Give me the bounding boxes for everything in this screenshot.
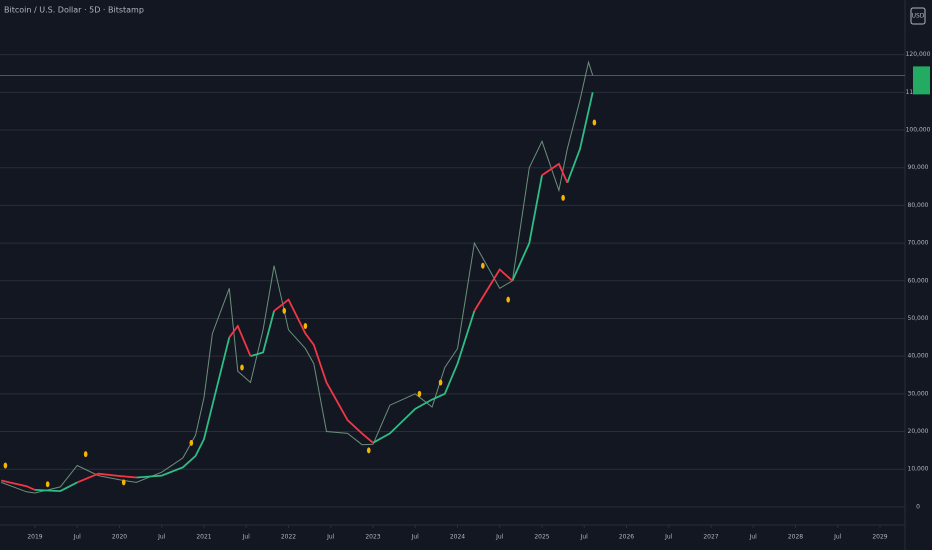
y-tick-label: 20,000 bbox=[908, 428, 929, 435]
signal-dot bbox=[417, 390, 422, 397]
last-price-marker bbox=[913, 66, 930, 95]
y-tick-label: 70,000 bbox=[908, 240, 929, 247]
x-tick-label: Jul bbox=[73, 534, 82, 541]
x-tick-label: 2027 bbox=[703, 534, 718, 541]
signal-dot bbox=[561, 194, 565, 201]
signal-dot bbox=[45, 481, 50, 488]
x-tick-label: 2026 bbox=[619, 534, 634, 541]
x-tick-label: Jul bbox=[580, 534, 589, 541]
x-tick-label: Jul bbox=[326, 534, 335, 541]
x-tick-label: 2025 bbox=[534, 534, 549, 541]
x-tick-label: Jul bbox=[833, 534, 842, 541]
x-tick-label: Jul bbox=[157, 534, 166, 541]
signal-dot bbox=[3, 462, 8, 469]
x-tick-label: 2020 bbox=[112, 534, 127, 541]
x-tick-label: 2022 bbox=[281, 534, 296, 541]
y-tick-label: 50,000 bbox=[908, 315, 929, 322]
x-tick-label: Jul bbox=[242, 534, 251, 541]
moving-average bbox=[1, 162, 569, 491]
x-tick-label: 2019 bbox=[27, 534, 42, 541]
signal-dot bbox=[121, 479, 126, 486]
y-tick-label: 80,000 bbox=[908, 202, 929, 209]
y-tick-label: 10,000 bbox=[908, 466, 929, 473]
signal-dot bbox=[481, 262, 485, 269]
y-tick-label: 40,000 bbox=[908, 353, 929, 360]
x-tick-label: 2021 bbox=[196, 534, 211, 541]
signal-dot bbox=[366, 447, 371, 454]
y-tick-label: 120,000 bbox=[906, 51, 931, 58]
signal-dot bbox=[592, 119, 597, 126]
y-tick-label: 0 bbox=[916, 503, 920, 510]
currency-box[interactable] bbox=[910, 7, 926, 25]
signal-dot bbox=[282, 307, 287, 314]
x-tick-label: Jul bbox=[749, 534, 758, 541]
y-tick-label: 30,000 bbox=[908, 390, 929, 397]
y-tick-label: 90,000 bbox=[908, 164, 929, 171]
signal-dot bbox=[240, 364, 244, 371]
signal-dot bbox=[506, 296, 510, 303]
y-tick-label: 60,000 bbox=[908, 277, 929, 284]
price-line bbox=[1, 60, 594, 494]
x-tick-label: 2023 bbox=[365, 534, 380, 541]
chart-title: Bitcoin / U.S. Dollar · 5D · Bitstamp bbox=[4, 6, 144, 15]
x-tick-label: 2028 bbox=[788, 534, 803, 541]
signal-dot bbox=[83, 451, 88, 458]
x-tick-label: 2024 bbox=[450, 534, 465, 541]
x-tick-label: Jul bbox=[664, 534, 673, 541]
x-tick-label: Jul bbox=[411, 534, 420, 541]
signal-dot bbox=[303, 323, 308, 330]
currency[interactable]: USD bbox=[912, 13, 925, 20]
signal-dot bbox=[438, 379, 443, 386]
moving-average bbox=[34, 92, 594, 493]
y-tick-label: 100,000 bbox=[906, 127, 931, 134]
x-tick-label: Jul bbox=[495, 534, 504, 541]
signal-dot bbox=[189, 439, 194, 446]
x-tick-label: 2029 bbox=[872, 534, 887, 541]
